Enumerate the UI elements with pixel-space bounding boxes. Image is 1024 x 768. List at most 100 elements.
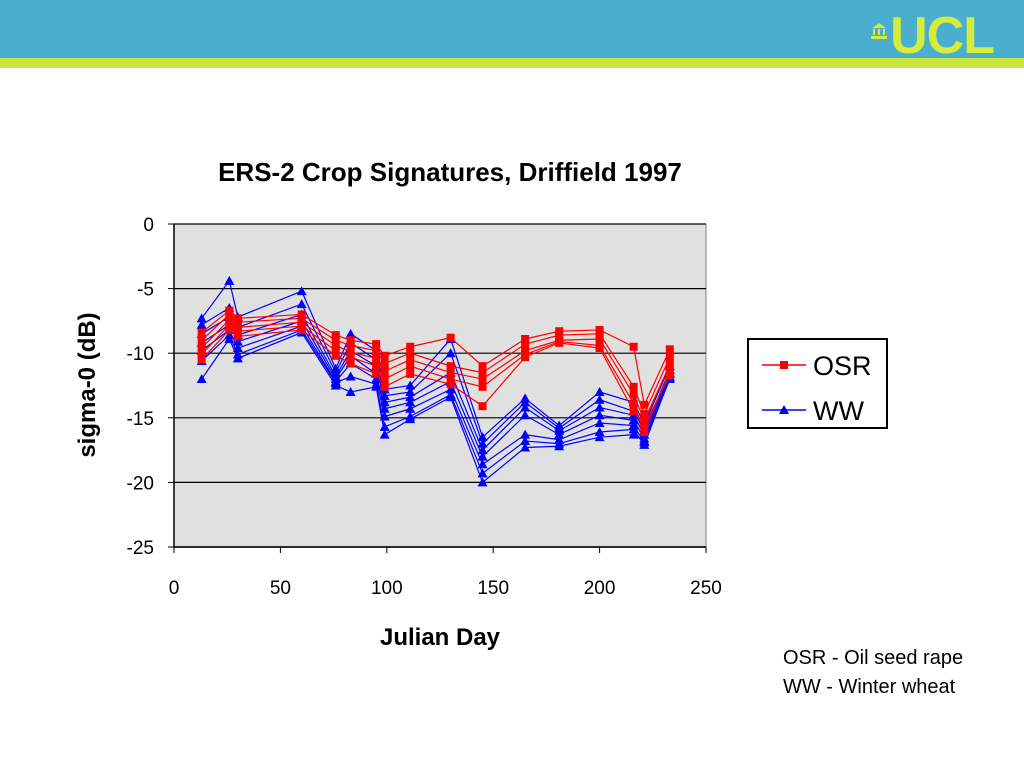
- series-osr-point: [331, 351, 340, 360]
- series-osr-point: [346, 359, 355, 368]
- series-osr-point: [555, 338, 564, 347]
- series-osr-point: [346, 341, 355, 350]
- series-ww-point: [594, 432, 605, 442]
- series-osr-point: [380, 351, 389, 360]
- series-osr-point: [640, 428, 649, 437]
- series-osr-point: [380, 367, 389, 376]
- series-osr-point: [331, 341, 340, 350]
- plot-area: [173, 223, 707, 548]
- series-osr-point: [346, 347, 355, 356]
- series-osr-point: [197, 344, 206, 353]
- axes: 0 -5 -10 -15 -20 -25 0 50 100 150 200 250: [127, 215, 722, 599]
- x-tick-label: 50: [270, 578, 291, 599]
- series-osr-point: [446, 362, 455, 371]
- series-osr-point: [446, 333, 455, 342]
- y-tick-label: -25: [127, 538, 154, 559]
- note-ww: WW - Winter wheat: [783, 676, 956, 698]
- series-osr-point: [478, 402, 487, 411]
- series-ww-point: [594, 417, 605, 427]
- series-osr-point: [665, 353, 674, 362]
- series-osr-point: [346, 336, 355, 345]
- y-tick-label: -15: [127, 409, 154, 430]
- legend-box: [747, 338, 888, 429]
- series-ww-point: [594, 394, 605, 404]
- series-ww-point: [345, 386, 356, 396]
- series-osr-point: [331, 336, 340, 345]
- series-ww-point: [224, 275, 235, 285]
- series-osr-point: [225, 325, 234, 334]
- chart-title: ERS-2 Crop Signatures, Driffield 1997: [218, 157, 682, 187]
- series-osr-point: [555, 331, 564, 340]
- series-ww-point: [520, 397, 531, 407]
- legend: OSR WW: [747, 338, 888, 429]
- y-tick-label: -5: [137, 280, 154, 301]
- series-ww-point: [379, 421, 390, 431]
- ucl-logo: UCL: [870, 7, 995, 65]
- series-osr-point: [521, 334, 530, 343]
- series-osr-point: [665, 345, 674, 354]
- series-osr-point: [595, 334, 604, 343]
- y-tick-label: -10: [127, 344, 154, 365]
- series-osr-point: [629, 382, 638, 391]
- series-ww-point: [345, 371, 356, 381]
- series-ww-point: [379, 429, 390, 439]
- series-osr-point: [640, 421, 649, 430]
- series-osr-point: [233, 327, 242, 336]
- series-osr-point: [446, 368, 455, 377]
- series-osr-point: [233, 332, 242, 341]
- series-ww-point: [371, 374, 382, 384]
- series-ww-point: [405, 403, 416, 413]
- series-osr-point: [406, 362, 415, 371]
- header-stripe: [0, 58, 1024, 68]
- series-osr-point: [197, 336, 206, 345]
- series-ww-point: [405, 380, 416, 390]
- series-ww-point: [520, 410, 531, 420]
- series-ww-point: [445, 384, 456, 394]
- series-ww-point: [639, 436, 650, 446]
- series-ww-point: [196, 313, 207, 323]
- series-osr-point: [595, 344, 604, 353]
- series-ww-point: [520, 402, 531, 412]
- series-ww-point: [445, 392, 456, 402]
- series-osr-point: [446, 375, 455, 384]
- note-osr: OSR - Oil seed rape: [783, 647, 964, 669]
- series-ww-point: [594, 427, 605, 437]
- series-osr-point: [640, 416, 649, 425]
- series-ww-point: [296, 286, 307, 296]
- series-ww-point: [232, 353, 243, 363]
- y-axis-label: sigma-0 (dB): [74, 312, 101, 457]
- x-tick-label: 0: [169, 578, 180, 599]
- series-ww-point: [379, 403, 390, 413]
- legend-ww-marker: [779, 405, 789, 414]
- series-osr-point: [225, 310, 234, 319]
- series-osr-point: [629, 342, 638, 351]
- series-osr-point: [478, 368, 487, 377]
- series-ww-point: [405, 397, 416, 407]
- series-ww-point: [371, 381, 382, 391]
- series-osr-point: [380, 375, 389, 384]
- x-tick-label: 150: [477, 578, 509, 599]
- series-ww-point: [445, 348, 456, 358]
- series-osr-point: [372, 340, 381, 349]
- series-osr-point: [665, 360, 674, 369]
- series-osr-point: [478, 375, 487, 384]
- series-osr-point: [665, 371, 674, 380]
- series-ww-point: [224, 333, 235, 343]
- series-osr-point: [595, 329, 604, 338]
- series-osr-point: [346, 353, 355, 362]
- series-ww-point: [594, 410, 605, 420]
- series-ww-point: [330, 380, 341, 390]
- x-tick-label: 250: [690, 578, 722, 599]
- series-ww-point: [628, 415, 639, 425]
- x-tick-label: 100: [371, 578, 403, 599]
- series-osr-point: [372, 369, 381, 378]
- series-osr-point: [372, 346, 381, 355]
- legend-osr-label: OSR: [813, 351, 872, 381]
- logo-text: UCL: [890, 7, 995, 65]
- series-osr-point: [629, 390, 638, 399]
- header-bar: [0, 0, 1024, 58]
- x-axis-label: Julian Day: [380, 624, 501, 651]
- series-osr-point: [380, 359, 389, 368]
- series-ww-point: [405, 414, 416, 424]
